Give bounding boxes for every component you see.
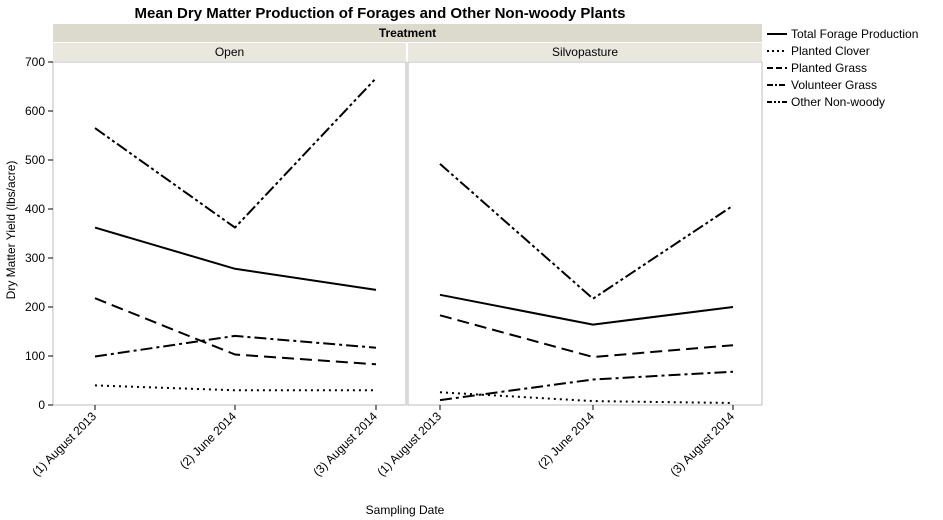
series-line-other-non-woody-silvopasture	[439, 163, 734, 300]
x-tick-label: (2) June 2014	[535, 409, 597, 471]
panel-label-silvopasture: Silvopasture	[552, 45, 618, 59]
panel-label-open: Open	[215, 45, 244, 59]
panel-frame-silvopasture	[407, 61, 763, 406]
series-line-planted-clover-silvopasture	[439, 391, 734, 404]
x-tick-label: (3) August 2014	[310, 409, 380, 479]
legend-label-total-forage-production: Total Forage Production	[791, 27, 918, 41]
y-tick-label: 200	[25, 300, 45, 314]
series-line-planted-grass-silvopasture	[439, 314, 734, 358]
y-tick-label: 500	[25, 153, 45, 167]
group-header-band	[53, 24, 762, 42]
y-tick-label: 300	[25, 251, 45, 265]
series-line-volunteer-grass-silvopasture	[439, 370, 734, 402]
series-line-volunteer-grass-open	[94, 334, 377, 358]
x-tick-label: (1) August 2013	[29, 409, 99, 479]
series-line-planted-clover-open	[94, 384, 376, 392]
y-tick-label: 600	[25, 104, 45, 118]
legend-label-other-non-woody: Other Non-woody	[791, 95, 885, 109]
x-axis: (1) August 2013 (2) June 2014 (3) August 2…	[29, 405, 737, 479]
series-layer	[94, 77, 734, 404]
y-tick-label: 100	[25, 349, 45, 363]
legend: Total Forage Production Planted Clover Pla…	[767, 27, 918, 109]
chart-title: Mean Dry Matter Production of Forages an…	[135, 5, 626, 22]
series-line-other-non-woody-open	[94, 77, 377, 229]
y-axis: 0 100 200 300 400 500 600 700	[25, 55, 53, 412]
legend-label-planted-grass: Planted Grass	[791, 61, 867, 75]
y-tick-label: 400	[25, 202, 45, 216]
series-line-total-forage-production-open	[94, 226, 377, 291]
series-line-planted-grass-open	[94, 297, 377, 366]
series-line-total-forage-production-silvopasture	[439, 293, 734, 326]
panel-frame-open	[52, 61, 407, 406]
legend-label-volunteer-grass: Volunteer Grass	[791, 78, 877, 92]
legend-label-planted-clover: Planted Clover	[791, 44, 870, 58]
group-header-label: Treatment	[379, 26, 436, 40]
x-tick-label: (1) August 2013	[374, 409, 444, 479]
panel-header-open	[53, 43, 406, 61]
x-tick-label: (3) August 2014	[667, 409, 737, 479]
panel-header-silvopasture	[408, 43, 762, 61]
y-tick-label: 0	[38, 398, 45, 412]
x-axis-label: Sampling Date	[366, 503, 445, 517]
y-axis-label: Dry Matter Yield (lbs/acre)	[4, 161, 18, 300]
y-tick-label: 700	[25, 55, 45, 69]
x-tick-label: (2) June 2014	[177, 409, 239, 471]
